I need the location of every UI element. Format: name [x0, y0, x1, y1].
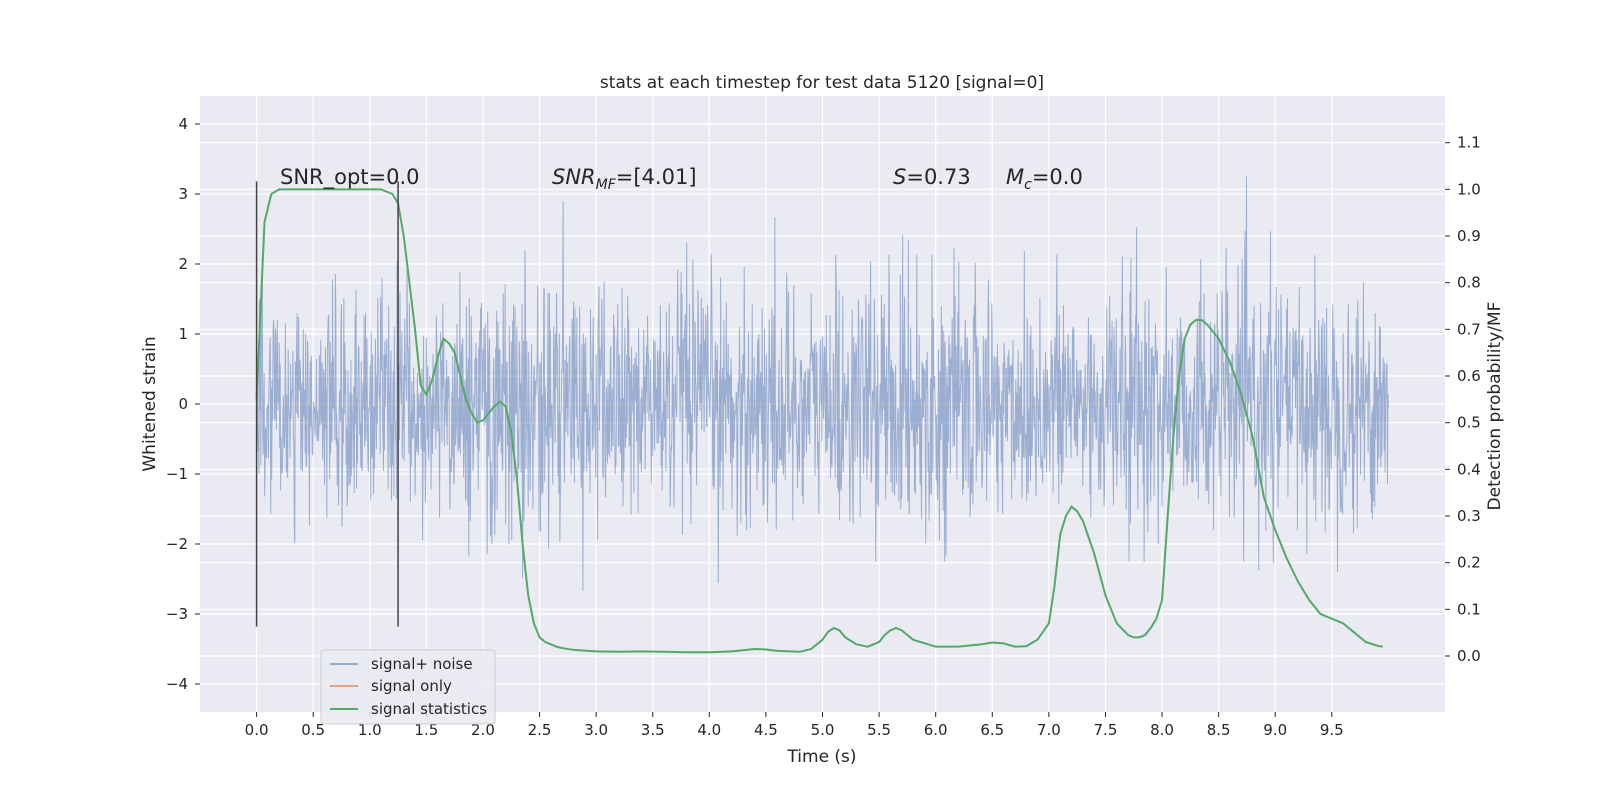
x-axis-label: Time (s) — [786, 747, 856, 767]
y2-tick-label: 0.9 — [1457, 227, 1481, 245]
x-tick-label: 4.5 — [754, 721, 778, 739]
mc-tail: =0.0 — [1032, 165, 1083, 189]
snr-mf-tail: =[4.01] — [616, 165, 697, 189]
noise-series — [256, 176, 1389, 591]
x-tick-label: 4.0 — [697, 721, 721, 739]
y-tick-label: −4 — [166, 675, 188, 693]
x-tick-label: 9.0 — [1263, 721, 1287, 739]
s-symbol: S — [893, 165, 906, 189]
y-tick-label: 2 — [178, 255, 188, 273]
y-tick-label: −3 — [166, 605, 188, 623]
y2-tick-label: 0.6 — [1457, 367, 1481, 385]
x-tick-label: 0.0 — [245, 721, 269, 739]
y2-tick-label: 1.1 — [1457, 134, 1481, 152]
y2-tick-label: 0.3 — [1457, 507, 1481, 525]
snr-mf-annotation: SNRMF=[4.01] — [552, 165, 697, 193]
x-tick-label: 2.0 — [471, 721, 495, 739]
legend-label-noise: signal+ noise — [371, 655, 473, 673]
marker-lines — [255, 181, 399, 627]
x-tick-label: 3.0 — [584, 721, 608, 739]
x-tick-label: 2.5 — [528, 721, 552, 739]
mc-base: M — [1006, 165, 1024, 189]
x-tick-label: 1.5 — [414, 721, 438, 739]
x-tick-label: 8.0 — [1150, 721, 1174, 739]
x-tick-label: 5.5 — [867, 721, 891, 739]
y-tick-label: 3 — [178, 185, 188, 203]
y-tick-label: −2 — [166, 535, 188, 553]
y2-tick-label: 0.1 — [1457, 600, 1481, 618]
s-annotation: S=0.73 — [893, 165, 971, 189]
y-tick-label: 4 — [178, 115, 188, 133]
y-axis-ticks: 4 3 2 1 0 −1 −2 −3 −4 — [166, 115, 200, 693]
x-tick-label: 3.5 — [641, 721, 665, 739]
y-axis-label: Whitened strain — [140, 336, 160, 471]
x-tick-label: 6.5 — [980, 721, 1004, 739]
legend-label-statistics: signal statistics — [371, 700, 487, 718]
y-tick-label: 1 — [178, 325, 188, 343]
s-tail: =0.73 — [906, 165, 970, 189]
y2-tick-label: 1.0 — [1457, 180, 1481, 198]
chart-title: stats at each timestep for test data 512… — [600, 73, 1044, 93]
y2-tick-label: 0.8 — [1457, 274, 1481, 292]
y2-tick-label: 0.2 — [1457, 554, 1481, 572]
snr-mf-sub: MF — [596, 177, 617, 193]
y2-tick-label: 0.0 — [1457, 647, 1481, 665]
noise-line — [256, 176, 1389, 591]
snr-opt-annotation: SNR_opt=0.0 — [280, 165, 420, 190]
y2-axis-ticks: 1.1 1.0 0.9 0.8 0.7 0.6 0.5 0.4 0.3 0.2 0.1 0.0 — [1445, 134, 1481, 665]
y2-tick-label: 0.5 — [1457, 414, 1481, 432]
x-tick-label: 0.5 — [301, 721, 325, 739]
statistics-series — [255, 188, 1383, 654]
y2-tick-label: 0.7 — [1457, 320, 1481, 338]
statistics-line — [255, 188, 1383, 654]
x-tick-label: 8.5 — [1207, 721, 1231, 739]
legend-box — [320, 649, 496, 725]
legend: signal+ noise signal only signal statist… — [320, 649, 496, 725]
x-tick-label: 5.0 — [811, 721, 835, 739]
x-tick-label: 1.0 — [358, 721, 382, 739]
legend-label-signal: signal only — [371, 677, 452, 695]
mc-annotation: Mc=0.0 — [1006, 165, 1083, 193]
y-tick-label: 0 — [178, 395, 188, 413]
y2-axis-label: Detection probability/MF — [1485, 302, 1505, 511]
y-tick-label: −1 — [166, 465, 188, 483]
x-tick-label: 7.0 — [1037, 721, 1061, 739]
x-tick-label: 7.5 — [1094, 721, 1118, 739]
y2-tick-label: 0.4 — [1457, 460, 1481, 478]
x-tick-label: 6.0 — [924, 721, 948, 739]
mc-sub: c — [1024, 177, 1032, 193]
x-axis-ticks: 0.0 0.5 1.0 1.5 2.0 2.5 3.0 3.5 4.0 4.5 5.0 5.5 6.0 6… — [245, 712, 1344, 739]
snr-mf-base: SNR — [552, 165, 596, 189]
x-tick-label: 9.5 — [1320, 721, 1344, 739]
